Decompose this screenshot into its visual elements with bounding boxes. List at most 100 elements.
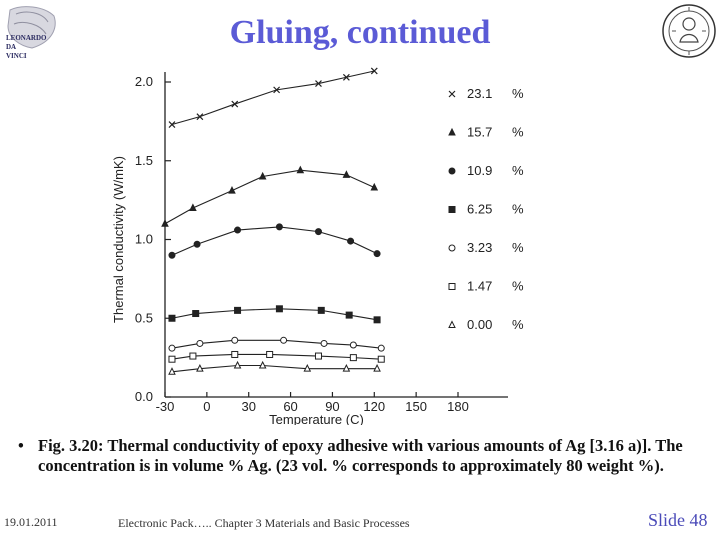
data-point	[320, 339, 328, 347]
legend-value: 15.7	[467, 125, 492, 140]
data-point	[168, 314, 176, 322]
y-tick-label: 0.0	[135, 389, 153, 404]
data-point	[231, 100, 239, 108]
legend-entry: 23.1%	[448, 86, 524, 101]
data-point	[196, 364, 204, 372]
data-point	[373, 316, 381, 324]
data-point	[342, 364, 351, 372]
data-point	[349, 354, 357, 362]
series-6	[168, 360, 381, 375]
legend-value: 23.1	[467, 86, 492, 101]
data-point	[275, 305, 283, 313]
data-point	[342, 170, 351, 178]
data-point	[168, 355, 176, 363]
data-point	[193, 240, 201, 248]
series-line	[171, 226, 378, 256]
data-point	[231, 350, 239, 358]
legend-unit: %	[512, 240, 524, 255]
data-point	[196, 113, 204, 121]
legend-unit: %	[512, 202, 524, 217]
data-point	[280, 336, 288, 344]
legend-marker	[448, 90, 456, 98]
data-point	[273, 86, 281, 94]
data-point	[317, 306, 325, 314]
legend-value: 0.00	[467, 317, 492, 332]
slide-number-value: 48	[689, 510, 708, 530]
legend-unit: %	[512, 125, 524, 140]
x-tick-label: -30	[156, 399, 175, 414]
series-5	[168, 350, 385, 363]
data-point	[196, 339, 204, 347]
thermal-conductivity-chart: 0.0 0.5 1.0 1.5 2.0 -30 0 30 60 90 120 150 180 Temper…	[100, 60, 540, 427]
series-1	[161, 165, 379, 227]
legend-entry: 0.00%	[448, 317, 524, 332]
legend-unit: %	[512, 279, 524, 294]
data-point	[161, 219, 169, 227]
data-point	[266, 350, 274, 358]
series-line	[164, 169, 375, 225]
legend-value: 1.47	[467, 279, 492, 294]
legend-unit: %	[512, 163, 524, 178]
x-tick-label: 120	[363, 399, 385, 414]
data-point	[303, 364, 312, 372]
legend-marker	[448, 127, 456, 136]
data-point	[315, 80, 322, 87]
data-point	[377, 344, 385, 352]
data-point	[168, 121, 176, 128]
logo-line-1: LEONARDO	[6, 34, 47, 42]
legend-marker	[448, 206, 456, 213]
slide-title: Gluing, continued	[229, 14, 491, 51]
data-point	[370, 67, 378, 75]
data-point	[189, 203, 197, 211]
data-point	[234, 306, 242, 314]
series-3	[168, 305, 381, 324]
data-point	[314, 352, 322, 360]
university-seal-logo	[660, 2, 718, 60]
leonardo-da-vinci-logo: LEONARDO DA VINCI	[2, 2, 62, 72]
x-tick-label: 180	[447, 399, 469, 414]
x-tick-label: 150	[405, 399, 427, 414]
data-point	[258, 360, 267, 369]
y-tick-label: 2.0	[135, 74, 153, 89]
data-point	[168, 344, 176, 352]
data-point	[349, 341, 357, 349]
slide-label: Slide	[648, 510, 686, 530]
legend-value: 10.9	[467, 163, 492, 178]
legend-marker	[448, 167, 456, 175]
data-point	[231, 336, 239, 344]
logo-line-3: VINCI	[6, 52, 27, 60]
legend-entry: 10.9%	[448, 163, 524, 178]
legend-marker	[448, 320, 456, 328]
series-line	[171, 339, 382, 349]
data-point	[168, 367, 176, 375]
series-0	[168, 67, 378, 128]
legend-entry: 15.7%	[448, 125, 524, 140]
x-tick-label: 30	[241, 399, 255, 414]
legend-value: 6.25	[467, 202, 492, 217]
legend-unit: %	[512, 317, 524, 332]
y-axis-label: Thermal conductivity (W/mK)	[111, 156, 126, 323]
data-point	[228, 186, 236, 194]
x-tick-label: 0	[203, 399, 210, 414]
legend-entry: 3.23%	[448, 240, 524, 255]
data-point	[189, 352, 197, 360]
x-tick-label: 90	[325, 399, 339, 414]
y-tick-label: 1.0	[135, 232, 153, 247]
data-point	[258, 171, 267, 180]
x-tick-label: 60	[283, 399, 297, 414]
y-tick-label: 0.5	[135, 310, 153, 325]
data-point	[345, 311, 353, 319]
data-point	[347, 237, 355, 245]
legend-value: 3.23	[467, 240, 492, 255]
data-point	[342, 73, 350, 81]
data-point	[373, 250, 381, 258]
caption-bullet: •	[18, 436, 24, 455]
data-point	[168, 251, 176, 259]
footer-date: 19.01.2011	[4, 515, 58, 529]
data-point	[370, 182, 379, 191]
x-axis-label: Temperature (C)	[269, 412, 364, 425]
data-point	[377, 355, 385, 363]
series-4	[168, 336, 385, 352]
legend-marker	[448, 283, 456, 290]
footer-course-title: Electronic Pack….. Chapter 3 Materials a…	[118, 516, 410, 530]
